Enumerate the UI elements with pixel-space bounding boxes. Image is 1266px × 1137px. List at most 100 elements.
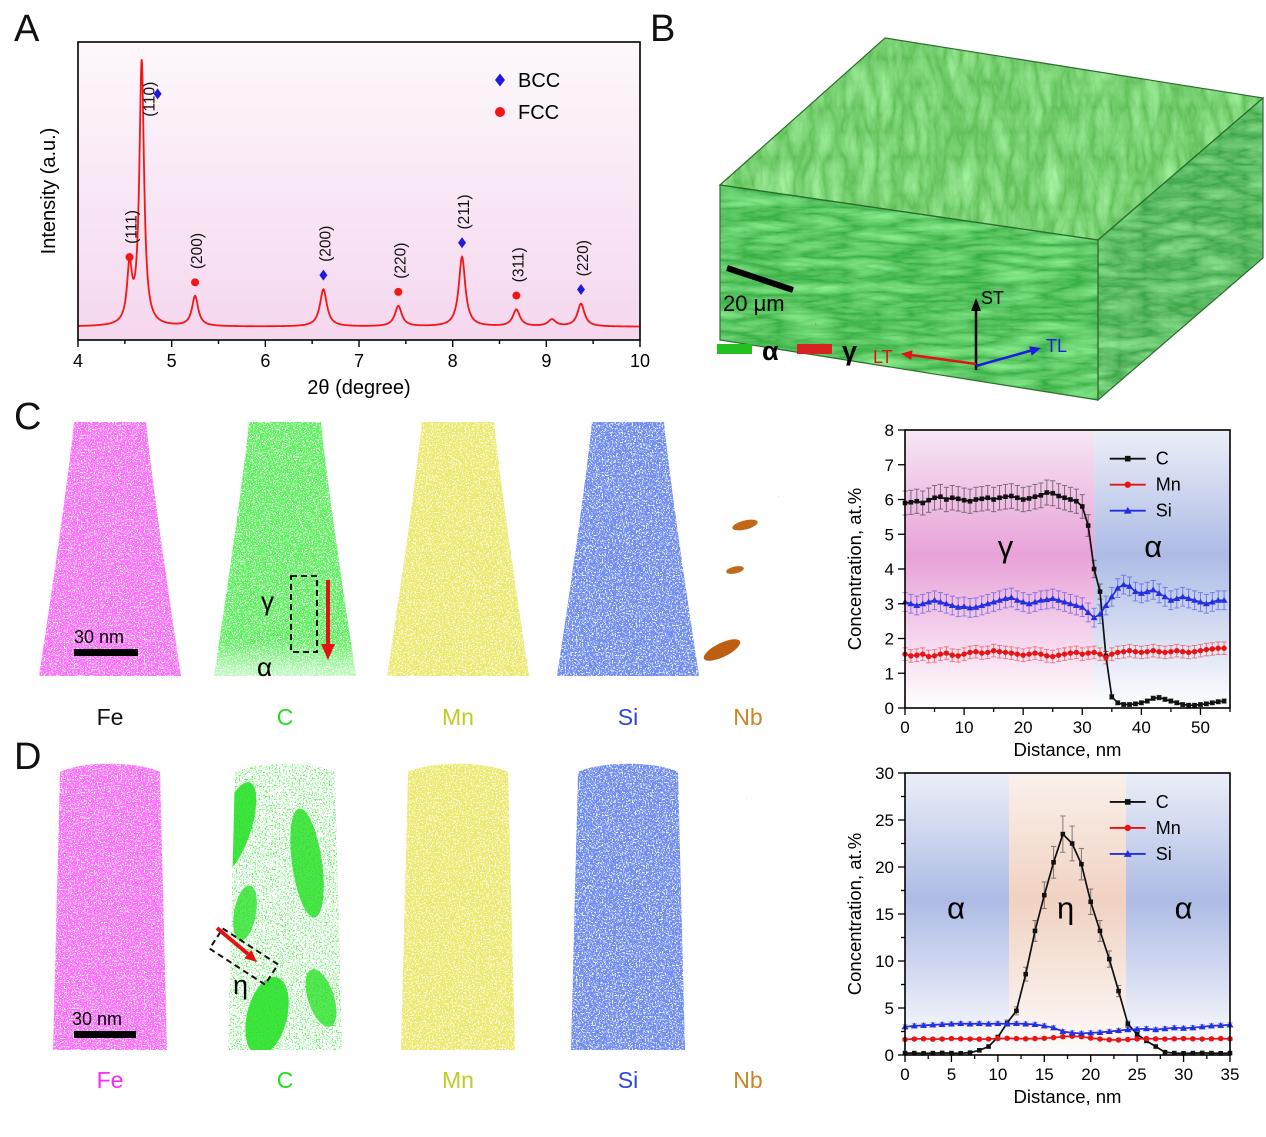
tl-axis (975, 348, 1034, 368)
svg-text:15: 15 (875, 905, 894, 924)
concentration-profile-gamma-alpha: γ α 0 10 20 30 40 50 0 1 2 3 4 5 6 7 8 Distance, nm Concen… (845, 421, 1231, 760)
element-label-c: C (276, 704, 294, 730)
c-map-canvas: γ α (214, 422, 356, 682)
svg-text:0: 0 (885, 1046, 894, 1065)
svg-text:5: 5 (947, 1065, 956, 1084)
svg-text:(111): (111) (124, 210, 141, 244)
element-label-mn: Mn (442, 704, 474, 730)
lt-axis (910, 353, 977, 366)
svg-text:10: 10 (955, 718, 974, 737)
svg-text:C: C (1156, 449, 1169, 469)
svg-text:30: 30 (875, 764, 894, 783)
svg-text:Concentration, at.%: Concentration, at.% (845, 833, 865, 995)
svg-text:7: 7 (885, 456, 894, 475)
svg-text:Distance, nm: Distance, nm (1014, 1086, 1122, 1107)
profile-arrow (215, 926, 250, 956)
nb-map-canvas (698, 422, 798, 676)
svg-text:10: 10 (630, 351, 650, 371)
atom-map-fe-panel-c: 30 nm Fe (30, 418, 190, 731)
svg-text:Si: Si (1156, 844, 1172, 864)
st-arrowhead (971, 298, 981, 311)
gamma-annotation: γ (261, 586, 274, 616)
eta-blob (245, 976, 289, 1050)
eta-blob (228, 782, 257, 874)
fe-map-canvas: 30 nm (39, 422, 181, 676)
svg-text:3: 3 (885, 595, 894, 614)
svg-text:5: 5 (885, 525, 894, 544)
alpha-swatch (717, 344, 752, 354)
svg-text:C: C (1156, 792, 1169, 812)
svg-text:2θ (degree): 2θ (degree) (307, 377, 410, 399)
svg-text:(200): (200) (317, 226, 334, 262)
svg-text:FCC: FCC (518, 102, 559, 124)
svg-text:30: 30 (1073, 718, 1092, 737)
c-map-canvas: η (208, 763, 342, 1050)
svg-text:(220): (220) (392, 243, 409, 279)
svg-text:8: 8 (448, 351, 458, 371)
atom-map-c-panel-c: γ α C (205, 418, 365, 731)
lt-label: LT (873, 347, 893, 367)
alpha-annotation: α (257, 652, 272, 682)
svg-text:(220): (220) (575, 240, 592, 276)
svg-text:Si: Si (1156, 501, 1172, 521)
element-label-fe: Fe (96, 704, 124, 730)
profile-arrowhead (244, 950, 257, 962)
svg-text:30: 30 (1174, 1065, 1193, 1084)
nb-map-canvas (706, 764, 790, 1050)
svg-text:9: 9 (541, 351, 551, 371)
lt-arrowhead (901, 350, 913, 360)
svg-text:7: 7 (354, 351, 364, 371)
atom-map-mn-panel-d: Mn (378, 758, 538, 1094)
element-label-si: Si (617, 1067, 639, 1093)
ebsd-cube: 20 μm α γ ST LT TL (717, 37, 1265, 402)
svg-text:40: 40 (1132, 718, 1151, 737)
svg-text:Intensity (a.u.): Intensity (a.u.) (40, 128, 60, 255)
svg-text:(211): (211) (456, 194, 473, 229)
nb-cluster (732, 519, 758, 531)
svg-text:6: 6 (260, 351, 270, 371)
svg-text:5: 5 (167, 351, 177, 371)
tl-label: TL (1046, 336, 1067, 356)
svg-text:Distance, nm: Distance, nm (1014, 739, 1122, 760)
scale-bar (74, 649, 138, 656)
nb-cluster (726, 566, 744, 574)
atom-map-fe-panel-d: 30 nm Fe (30, 758, 190, 1094)
si-map-canvas (557, 422, 699, 676)
atom-map-nb-panel-d: Nb (688, 758, 808, 1094)
svg-text:50: 50 (1191, 718, 1210, 737)
panel-c-letter: C (14, 396, 42, 438)
si-map-canvas (571, 763, 685, 1050)
panel-d-letter: D (14, 736, 42, 778)
concentration-profile-alpha-eta-alpha: α η α 0 5 10 15 20 25 30 35 0 5 10 15 20 25 30 Distance, n… (845, 764, 1239, 1107)
atom-map-c-panel-d: η C (205, 758, 365, 1094)
svg-text:α: α (1144, 529, 1162, 564)
svg-text:20: 20 (875, 858, 894, 877)
svg-text:0: 0 (885, 699, 894, 718)
svg-text:Mn: Mn (1156, 818, 1181, 838)
roi-box (208, 927, 280, 986)
svg-text:20: 20 (1014, 718, 1033, 737)
svg-text:2: 2 (885, 630, 894, 649)
element-label-c: C (276, 1067, 294, 1093)
svg-text:Concentration, at.%: Concentration, at.% (845, 488, 865, 650)
nb-cluster (703, 639, 741, 661)
svg-text:4: 4 (73, 351, 83, 371)
svg-text:20: 20 (1081, 1065, 1100, 1084)
scale-bar-label: 20 μm (723, 291, 785, 316)
svg-text:1: 1 (885, 664, 894, 683)
svg-text:α: α (1175, 891, 1193, 926)
gamma-swatch (797, 344, 832, 354)
fe-map-canvas: 30 nm (53, 763, 167, 1050)
element-label-mn: Mn (442, 1067, 474, 1093)
scale-bar (726, 265, 794, 293)
mn-map-canvas (387, 422, 529, 676)
eta-annotation: η (233, 970, 248, 1000)
svg-text:γ: γ (998, 529, 1014, 564)
element-label-nb: Nb (733, 1067, 763, 1093)
st-label: ST (981, 288, 1004, 308)
element-label-fe: Fe (96, 1067, 124, 1093)
svg-text:Mn: Mn (1156, 475, 1181, 495)
svg-text:25: 25 (1128, 1065, 1147, 1084)
svg-text:η: η (1057, 891, 1074, 926)
